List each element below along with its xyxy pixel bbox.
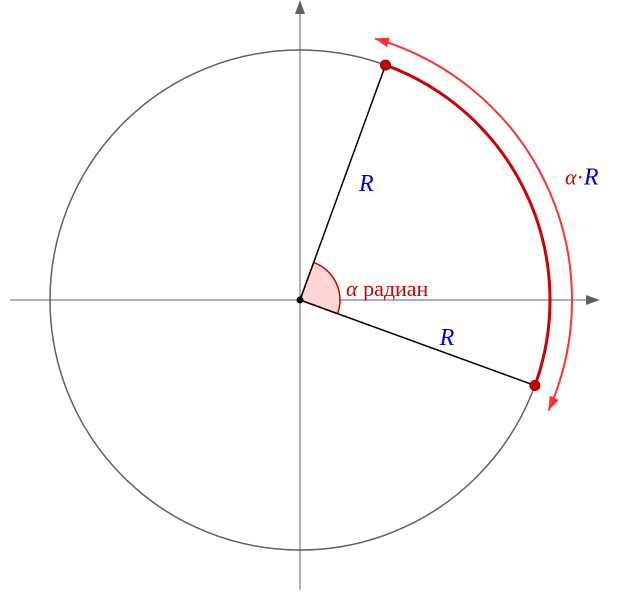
radius-label-lower: R xyxy=(439,325,455,351)
indicator-arrow-top xyxy=(375,38,390,48)
angle-sector xyxy=(300,262,340,313)
arc-endpoint-lower xyxy=(530,381,540,391)
arc-endpoint-upper xyxy=(381,60,391,70)
y-axis-arrowhead xyxy=(295,0,305,14)
arc-length-label: α·R xyxy=(565,164,599,190)
radius-lower xyxy=(300,300,535,386)
radian-diagram: R R α радиан α·R xyxy=(0,0,618,605)
arc-on-circle xyxy=(386,65,550,385)
radius-label-upper: R xyxy=(358,171,374,197)
center-point xyxy=(297,297,304,304)
angle-label: α радиан xyxy=(346,276,429,301)
indicator-arrow-bottom xyxy=(548,396,558,411)
x-axis-arrowhead xyxy=(586,295,600,305)
